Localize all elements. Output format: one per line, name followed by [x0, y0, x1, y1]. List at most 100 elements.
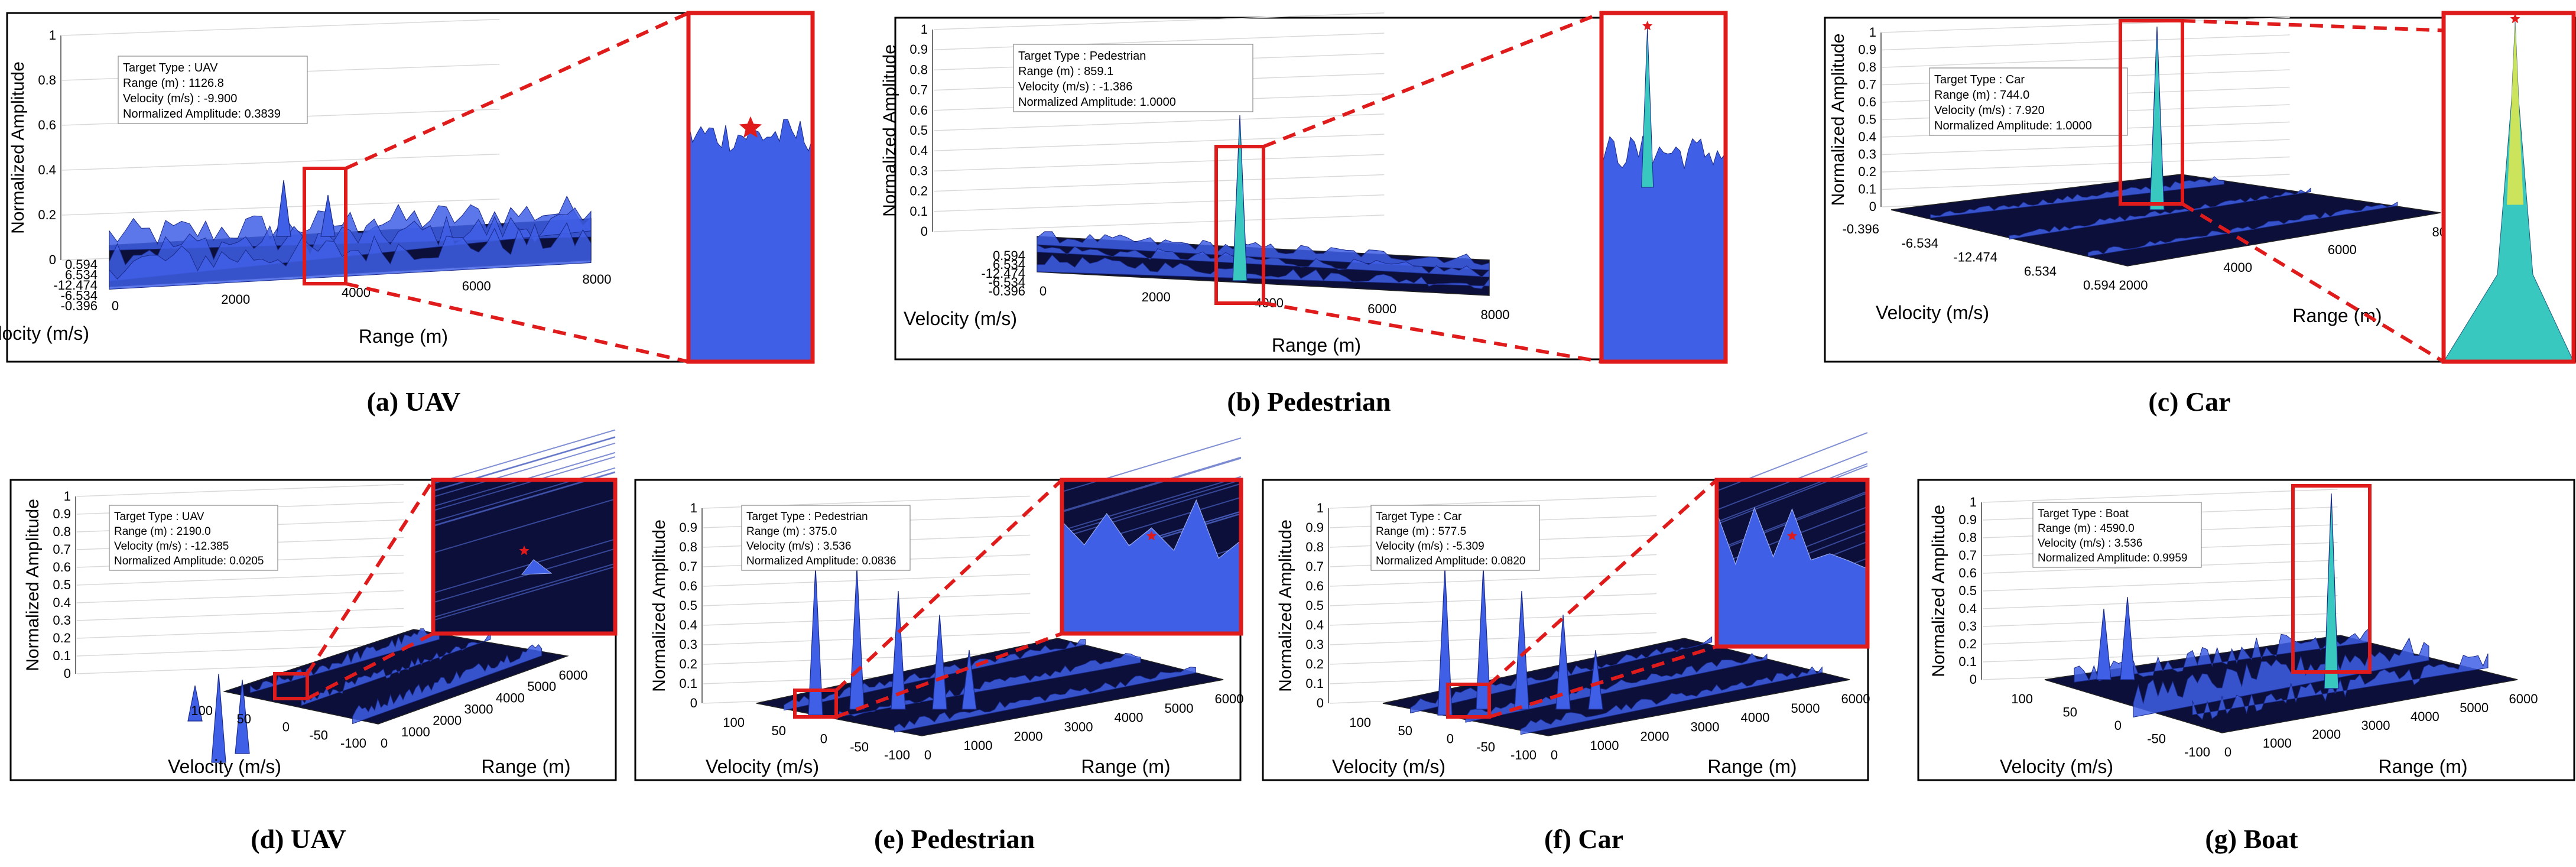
z-tick-label: 0.5 [1958, 583, 1977, 598]
datatip-line: Target Type : UAV [123, 61, 218, 74]
datatip-line: Target Type : UAV [114, 511, 204, 523]
z-tick-label: 0 [690, 696, 697, 710]
range-tick-label: 2000 [221, 292, 250, 307]
range-tick-label: 5000 [1165, 701, 1194, 716]
range-tick-label: 2000 [1014, 729, 1043, 743]
z-axis-label: Normalized Amplitude [880, 44, 899, 217]
datatip-box [741, 505, 911, 571]
inset-mesh-line [1716, 463, 1868, 523]
z-tick-label: 0.2 [1958, 637, 1977, 651]
z-tick-label: 0.5 [1305, 598, 1324, 613]
zoom-connector-line [1263, 301, 1602, 363]
z-axis-label: Normalized Amplitude [1828, 34, 1848, 206]
surface-noise [2074, 627, 2489, 720]
grid-line [1882, 51, 2290, 68]
grid-line [76, 572, 404, 586]
datatip-line: Normalized Amplitude: 1.0000 [1934, 119, 2092, 132]
datatip-box [118, 56, 308, 124]
inset-mesh-line [1061, 483, 1242, 538]
grid-line [1982, 631, 2338, 645]
velocity-tick-label: -50 [309, 728, 328, 742]
datatip-line: Range (m) : 4590.0 [2038, 522, 2135, 535]
velocity-tick-label: -0.396 [1843, 222, 1879, 236]
datatip-line: Range (m) : 577.5 [1376, 525, 1466, 538]
surface-spike [235, 679, 250, 754]
velocity-tick-label: -12.474 [1953, 250, 1997, 265]
zoom-connector-line [1489, 645, 1717, 719]
z-tick-label: 0.8 [1958, 530, 1977, 545]
range-tick-label: 0 [112, 298, 119, 313]
surface-ridge [2009, 187, 2311, 240]
range-tick-label: 0 [924, 748, 931, 762]
surface-spike [187, 685, 203, 722]
grid-line [1882, 139, 2290, 155]
range-axis-label: Range (m) [1081, 756, 1170, 777]
inset-mesh-line [1716, 465, 1868, 525]
range-tick-label: 1000 [1590, 738, 1619, 753]
surface-spike [1437, 567, 1453, 716]
z-tick-label: 0.2 [53, 631, 71, 645]
z-tick-label: 0.2 [679, 657, 697, 671]
panel-e: 0 0.1 0.2 0.3 0.4 0.5 0.6 0.7 0.8 0.9 1 Normalized … [634, 437, 1243, 781]
z-tick-label: 0.5 [909, 123, 928, 138]
grid-line [933, 113, 1385, 131]
grid-line [1329, 651, 1657, 665]
velocity-tick-label: -100 [2184, 745, 2210, 759]
velocity-axis-label: Velocity (m/s) [904, 308, 1017, 329]
velocity-tick-label: -6.534 [1902, 236, 1938, 251]
z-tick-label: 0.8 [1858, 60, 1876, 74]
z-tick-label: 0.9 [1958, 512, 1977, 527]
zoom-connector-line [345, 282, 689, 363]
caption-a: (a) UAV [366, 387, 461, 417]
velocity-tick-label: 50 [237, 712, 251, 726]
velocity-axis: 100 50 0 -50 -100 Velocity (m/s) [168, 703, 366, 777]
zoom-connector-line [2182, 19, 2444, 33]
zoom-inset [686, 11, 815, 364]
inset-peak-top [2507, 22, 2523, 205]
surface-ridge [894, 667, 1196, 733]
target-star-marker [1642, 21, 1653, 31]
caption-f: (f) Car [1544, 824, 1624, 854]
z-axis: 0 0.1 0.2 0.3 0.4 0.5 0.6 0.7 0.8 0.9 1 Normalized … [649, 501, 703, 710]
z-tick-label: 0.8 [679, 540, 697, 554]
velocity-tick-label: 100 [1349, 715, 1371, 730]
z-tick-label: 0.8 [53, 524, 71, 539]
range-tick-label: 1000 [401, 725, 430, 739]
zoom-connector-line [1487, 478, 1719, 686]
z-tick-label: 0.1 [1305, 676, 1324, 691]
grid-line [703, 593, 1031, 606]
datatip-line: Range (m) : 2190.0 [114, 525, 211, 538]
inset-frame [686, 11, 815, 364]
z-tick-label: 0.6 [679, 579, 697, 593]
velocity-tick-label: 0.594 [993, 248, 1025, 263]
grid-line [933, 174, 1385, 192]
z-tick-label: 0.9 [53, 506, 71, 521]
range-tick-label: 6000 [2328, 242, 2357, 257]
surface-ridge [1930, 176, 2224, 219]
grid-line [933, 215, 1385, 232]
datatip-line: Normalized Amplitude: 0.0820 [1376, 555, 1525, 567]
range-tick-label: 6000 [1841, 691, 1870, 706]
z-tick-label: 0.6 [909, 103, 928, 118]
grid-line [1329, 593, 1657, 606]
grid-line [1882, 156, 2290, 173]
surface-spike [1476, 567, 1491, 710]
velocity-axis-label: Velocity (m/s) [2000, 756, 2113, 777]
grid-line [76, 643, 404, 657]
zoom-region-box [2119, 19, 2184, 206]
velocity-tick-label: 0 [820, 732, 827, 746]
grid-line [1882, 34, 2290, 51]
range-tick-label: 4000 [2411, 709, 2439, 724]
z-tick-label: 0.4 [1958, 601, 1977, 616]
datatip-line: Normalized Amplitude: 0.0205 [114, 555, 264, 567]
zoom-inset [1714, 432, 1870, 649]
z-tick-label: 1 [690, 501, 697, 515]
range-tick-label: 3000 [464, 702, 493, 717]
datatip-box [1929, 67, 2128, 136]
surface-ridge [352, 644, 543, 725]
zoom-region-box [793, 689, 838, 719]
zoom-connector-line [835, 632, 1063, 719]
z-axis: 0 0.1 0.2 0.3 0.4 0.5 0.6 0.7 0.8 0.9 1 Normalized … [1828, 25, 1882, 214]
velocity-tick-label: 50 [2063, 705, 2077, 720]
range-tick-label: 4000 [1115, 710, 1144, 725]
